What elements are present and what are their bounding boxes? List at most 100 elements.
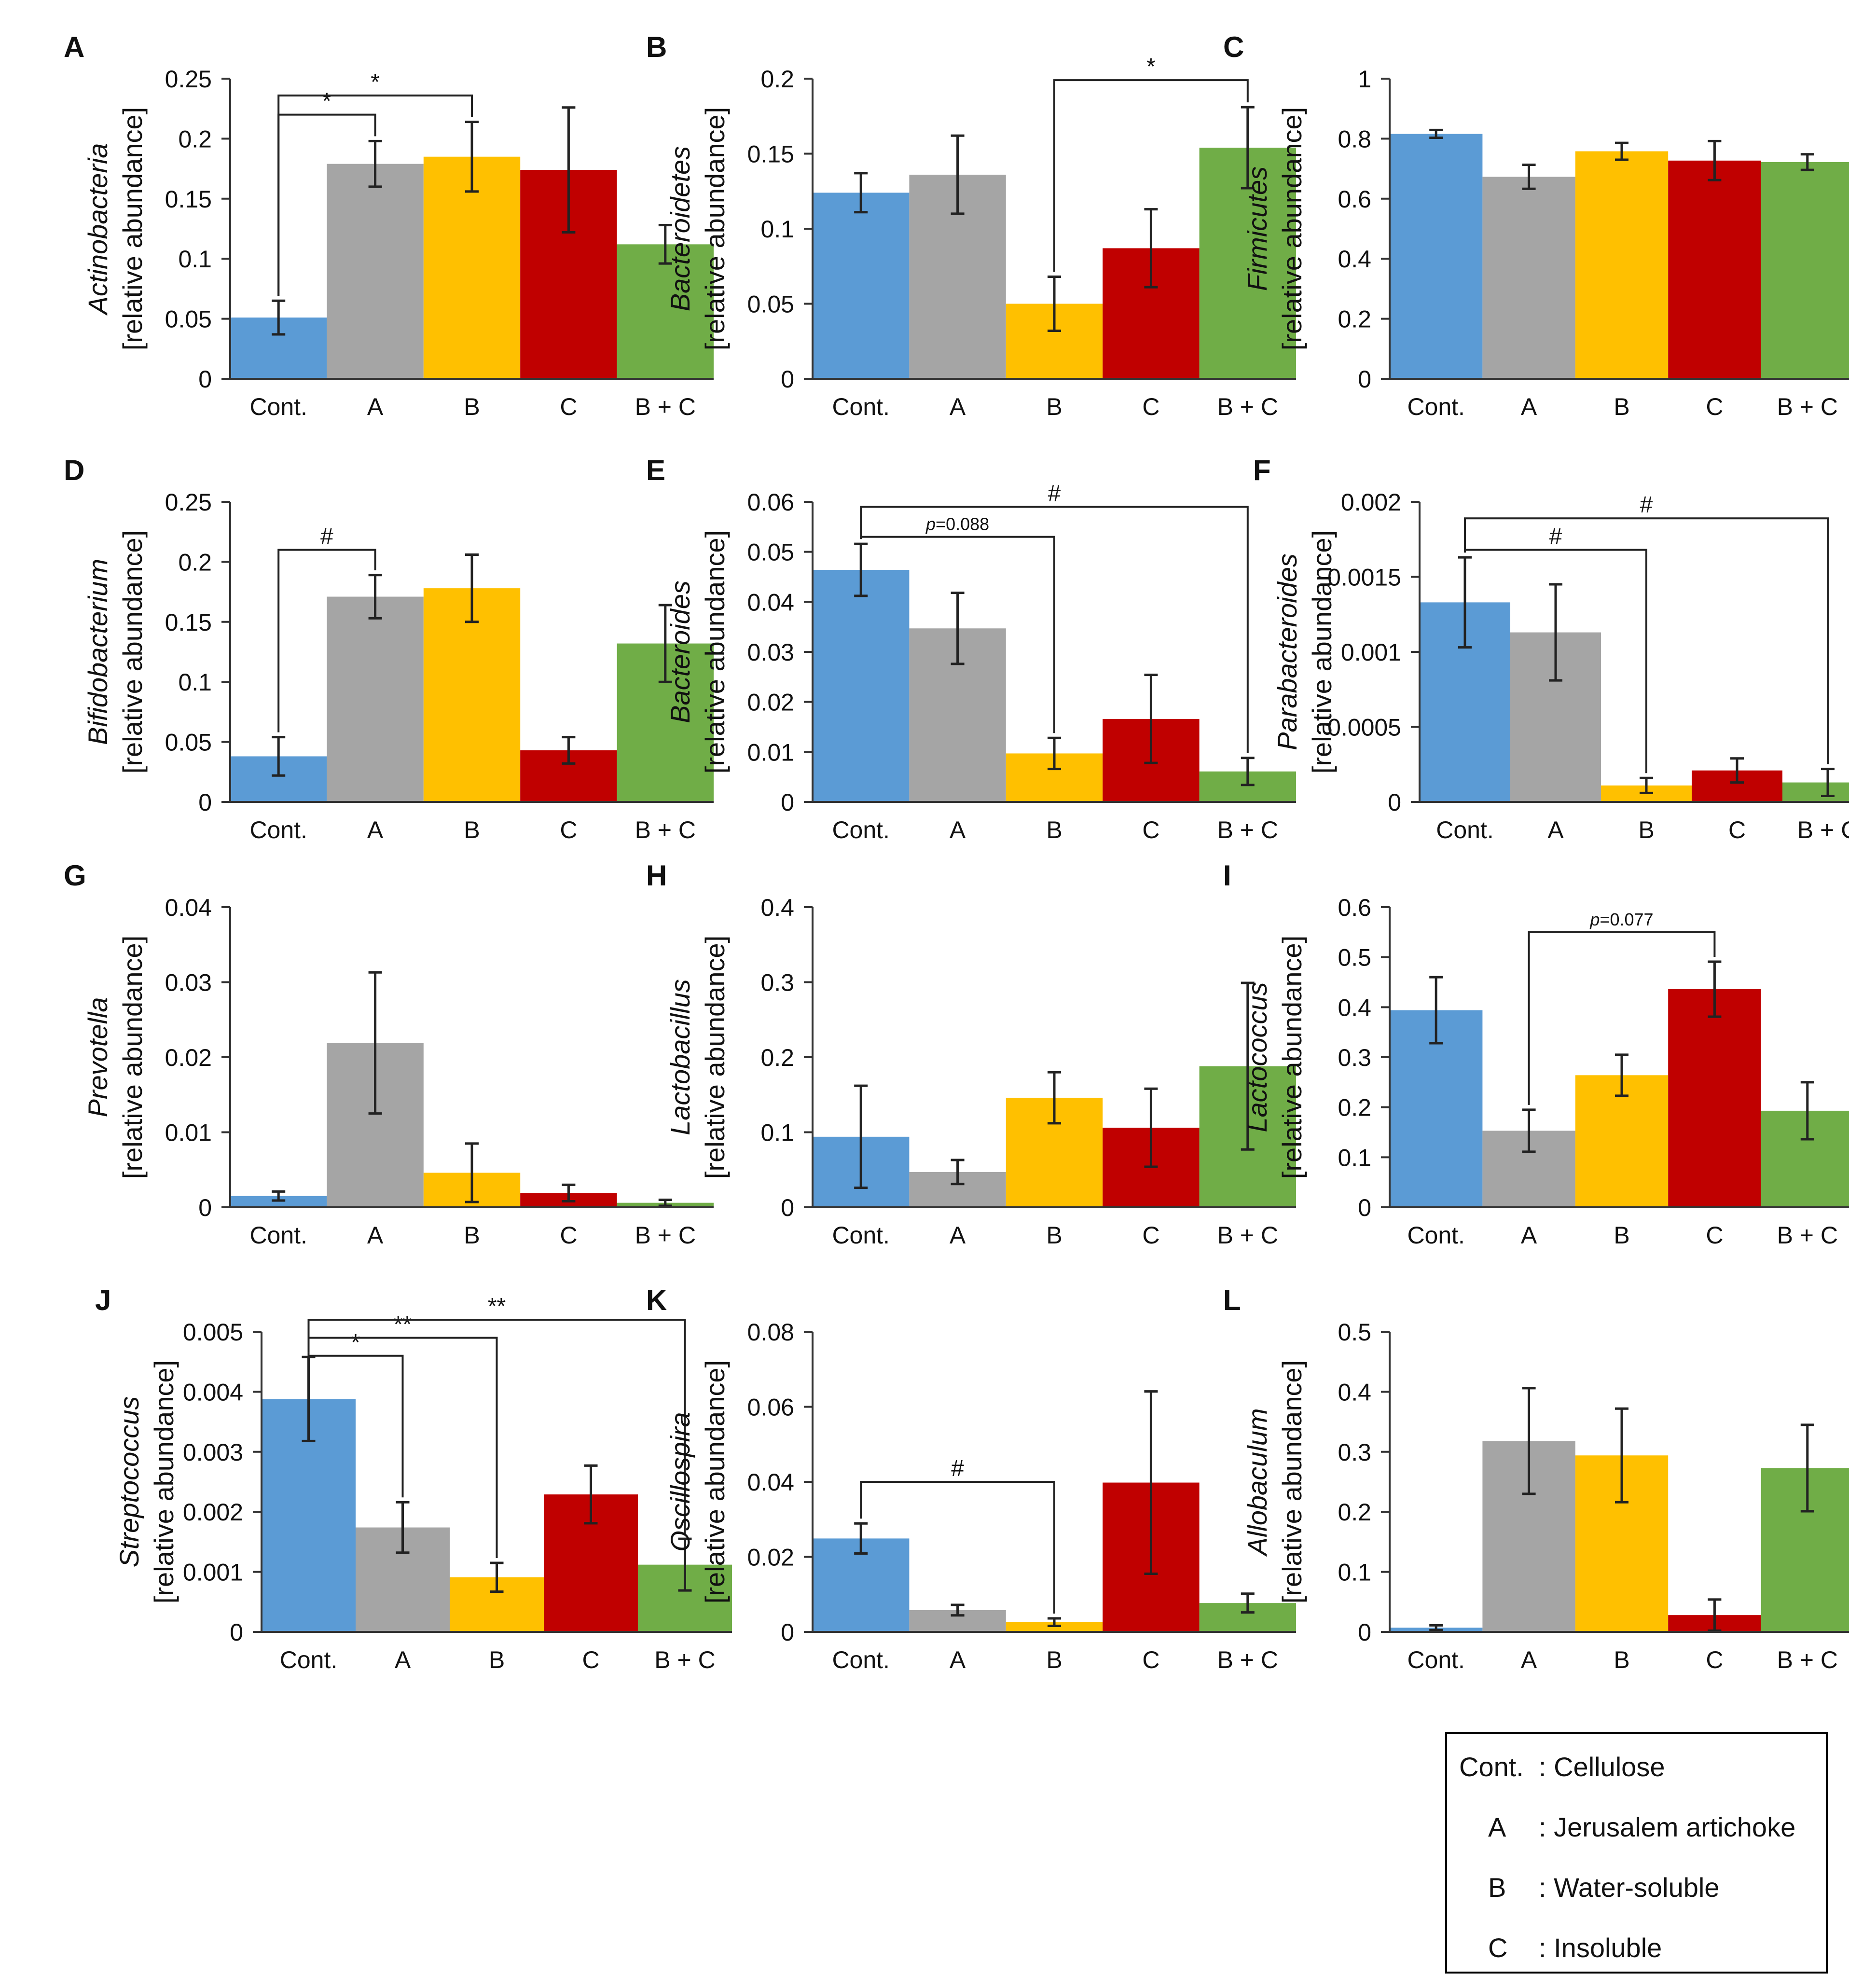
- y-tick-label: 0.005: [183, 1319, 243, 1346]
- legend-desc: : Cellulose: [1539, 1752, 1665, 1782]
- y-axis-title: Bifidobacterium: [83, 559, 113, 745]
- y-tick-label: 1: [1358, 66, 1371, 93]
- panel-f: F 0 0.0005 0.001 0.0015 0.002 Cont. A B C B + C Par…: [1253, 454, 1849, 843]
- legend-desc: : Jerusalem artichoke: [1539, 1812, 1796, 1842]
- x-tick-label: Cont.: [1407, 1222, 1465, 1249]
- legend-code: C: [1488, 1933, 1508, 1963]
- panel-letter: E: [646, 454, 665, 486]
- significance-label: #: [951, 1456, 964, 1481]
- x-tick-label: C: [1142, 393, 1159, 420]
- y-tick-label: 0.2: [760, 66, 794, 93]
- significance-label: #: [320, 524, 333, 550]
- x-tick-label: A: [950, 816, 966, 843]
- x-tick-label: B + C: [1217, 1646, 1278, 1673]
- significance-label: *: [322, 89, 331, 114]
- y-tick-label: 0.4: [1338, 994, 1371, 1021]
- y-tick-label: 0.1: [760, 216, 794, 243]
- panel-letter: K: [646, 1284, 667, 1316]
- panel-letter: B: [646, 31, 667, 63]
- bar-b-c: [1761, 162, 1849, 379]
- y-tick-label: 0.2: [1338, 1499, 1371, 1526]
- y-tick-label: 0.001: [1341, 639, 1401, 666]
- y-tick-label: 0.0005: [1327, 714, 1401, 741]
- x-tick-label: B + C: [1797, 816, 1849, 843]
- y-tick-label: 0.25: [165, 66, 212, 93]
- y-tick-label: 0.3: [1338, 1044, 1371, 1071]
- bar-cont: [1390, 134, 1483, 379]
- x-tick-label: Cont.: [832, 816, 890, 843]
- y-axis-unit: [relative abundance]: [1307, 530, 1337, 773]
- significance-label: *: [1146, 54, 1156, 80]
- significance-bracket: [1464, 517, 1829, 764]
- x-tick-label: C: [1706, 393, 1723, 420]
- y-tick-label: 0.15: [165, 609, 212, 636]
- panel-letter: G: [64, 859, 86, 892]
- x-tick-label: A: [1521, 1222, 1537, 1249]
- y-tick-label: 0.002: [183, 1499, 243, 1526]
- significance-label: #: [1640, 492, 1653, 518]
- x-tick-label: C: [582, 1646, 599, 1673]
- bar-a: [327, 164, 424, 379]
- x-tick-label: B: [1614, 1646, 1629, 1673]
- x-tick-label: B + C: [635, 393, 696, 420]
- y-tick-label: 0.002: [1341, 489, 1401, 516]
- x-tick-label: C: [1142, 1222, 1159, 1249]
- legend-box: Cont. : Cellulose A : Jerusalem artichok…: [1445, 1732, 1828, 1974]
- x-tick-label: B: [464, 1222, 480, 1249]
- x-tick-label: B: [1046, 1646, 1062, 1673]
- y-tick-label: 0.04: [747, 1469, 794, 1496]
- y-tick-label: 0.15: [747, 141, 794, 168]
- y-tick-label: 0.04: [165, 894, 212, 921]
- y-axis-unit: [relative abundance]: [1277, 107, 1307, 350]
- x-tick-label: A: [395, 1646, 411, 1673]
- significance-bracket: [307, 1352, 404, 1498]
- x-tick-label: B + C: [635, 816, 696, 843]
- y-tick-label: 0.06: [747, 489, 794, 516]
- y-tick-label: 0.4: [1338, 246, 1371, 273]
- y-axis-title: Allobaculum: [1242, 1408, 1272, 1557]
- y-tick-label: 0: [1358, 1194, 1371, 1221]
- x-tick-label: C: [1728, 816, 1746, 843]
- y-axis-unit: [relative abundance]: [117, 530, 148, 773]
- y-tick-label: 0.5: [1338, 1319, 1371, 1346]
- significance-bracket: [277, 549, 376, 732]
- bar-b: [1575, 151, 1669, 379]
- significance-label: *: [371, 69, 380, 95]
- panel-e: E 0 0.01 0.02 0.03 0.04 0.05 0.06 Cont. A B C B + C B…: [646, 454, 1296, 843]
- bar-c: [1668, 160, 1761, 379]
- y-tick-label: 0.15: [165, 186, 212, 213]
- legend-desc: : Water-soluble: [1539, 1872, 1720, 1903]
- x-tick-label: B + C: [1777, 1646, 1838, 1673]
- y-tick-label: 0.5: [1338, 944, 1371, 971]
- y-tick-label: 0.6: [1338, 186, 1371, 213]
- significance-bracket: [1528, 931, 1716, 1105]
- y-tick-label: 0.2: [760, 1044, 794, 1071]
- y-tick-label: 0: [1358, 1619, 1371, 1646]
- x-tick-label: Cont.: [1436, 816, 1494, 843]
- y-axis-title: Lactobacillus: [665, 979, 695, 1135]
- y-tick-label: 0: [198, 1194, 212, 1221]
- y-tick-label: 0.08: [747, 1319, 794, 1346]
- legend-row-cont: Cont. : Cellulose: [1447, 1741, 1826, 1795]
- bar-a: [1482, 177, 1575, 379]
- y-tick-label: 0.8: [1338, 125, 1371, 152]
- y-tick-label: 0.03: [747, 639, 794, 666]
- y-tick-label: 0.004: [183, 1379, 243, 1406]
- bar-a: [327, 596, 424, 802]
- significance-bracket: [860, 506, 1249, 753]
- x-tick-label: B + C: [654, 1646, 715, 1673]
- x-tick-label: Cont.: [1407, 1646, 1465, 1673]
- y-tick-label: 0: [781, 1194, 794, 1221]
- x-tick-label: C: [1142, 1646, 1159, 1673]
- significance-label: p=0.088: [925, 514, 989, 534]
- x-tick-label: B: [1046, 1222, 1062, 1249]
- bar-b: [1575, 1075, 1669, 1207]
- x-tick-label: B + C: [1777, 393, 1838, 420]
- x-tick-label: B: [489, 1646, 505, 1673]
- x-tick-label: Cont.: [832, 1646, 890, 1673]
- y-tick-label: 0: [198, 366, 212, 393]
- panel-b: B 0 0.05 0.1 0.15 0.2 Cont. A B C B + C Bacteroidet…: [646, 31, 1296, 420]
- y-axis-unit: [relative abundance]: [700, 530, 730, 773]
- x-tick-label: Cont.: [832, 1222, 890, 1249]
